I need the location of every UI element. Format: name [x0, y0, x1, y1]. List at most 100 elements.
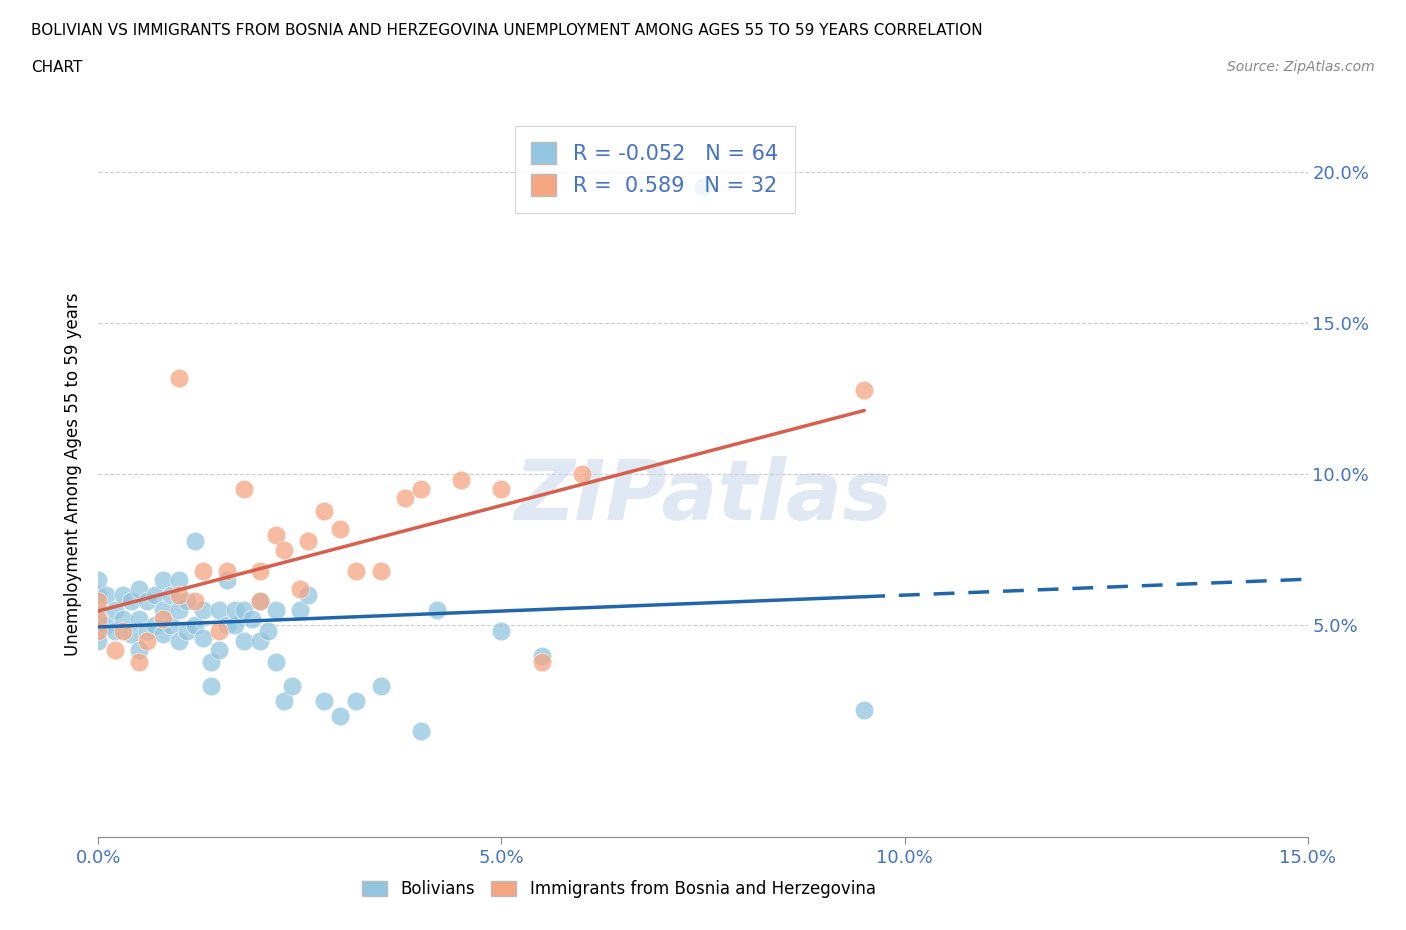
Point — [249, 594, 271, 609]
Point — [853, 382, 876, 397]
Text: BOLIVIAN VS IMMIGRANTS FROM BOSNIA AND HERZEGOVINA UNEMPLOYMENT AMONG AGES 55 TO: BOLIVIAN VS IMMIGRANTS FROM BOSNIA AND H… — [31, 23, 983, 38]
Text: CHART: CHART — [31, 60, 83, 75]
Point — [167, 588, 190, 603]
Point — [394, 491, 416, 506]
Point — [96, 588, 118, 603]
Point — [208, 603, 231, 618]
Point — [143, 618, 166, 633]
Point — [87, 633, 110, 648]
Point — [128, 643, 150, 658]
Point — [297, 534, 319, 549]
Point — [176, 624, 198, 639]
Point — [176, 594, 198, 609]
Point — [87, 624, 110, 639]
Point — [409, 482, 432, 497]
Point — [152, 573, 174, 588]
Point — [184, 534, 207, 549]
Point — [426, 603, 449, 618]
Point — [152, 612, 174, 627]
Point — [249, 633, 271, 648]
Point — [530, 655, 553, 670]
Point — [111, 612, 134, 627]
Point — [87, 603, 110, 618]
Point — [240, 612, 263, 627]
Point — [571, 467, 593, 482]
Legend: R = -0.052   N = 64, R =  0.589   N = 32: R = -0.052 N = 64, R = 0.589 N = 32 — [515, 126, 794, 213]
Point — [450, 473, 472, 488]
Point — [167, 603, 190, 618]
Point — [111, 624, 134, 639]
Point — [103, 624, 125, 639]
Point — [370, 679, 392, 694]
Point — [370, 564, 392, 578]
Point — [217, 573, 239, 588]
Point — [193, 564, 215, 578]
Point — [160, 618, 183, 633]
Point — [184, 594, 207, 609]
Point — [152, 603, 174, 618]
Text: ZIPatlas: ZIPatlas — [515, 456, 891, 537]
Point — [288, 582, 311, 597]
Point — [264, 527, 287, 542]
Point — [167, 370, 190, 385]
Point — [491, 482, 513, 497]
Point — [224, 618, 246, 633]
Point — [409, 724, 432, 738]
Point — [128, 582, 150, 597]
Point — [692, 179, 714, 194]
Point — [344, 564, 367, 578]
Point — [193, 603, 215, 618]
Point — [853, 703, 876, 718]
Point — [167, 633, 190, 648]
Point — [193, 631, 215, 645]
Text: Source: ZipAtlas.com: Source: ZipAtlas.com — [1227, 60, 1375, 74]
Point — [264, 603, 287, 618]
Point — [87, 594, 110, 609]
Point — [87, 573, 110, 588]
Point — [297, 588, 319, 603]
Point — [249, 564, 271, 578]
Point — [344, 694, 367, 709]
Point — [103, 643, 125, 658]
Point — [249, 594, 271, 609]
Point — [224, 603, 246, 618]
Point — [217, 564, 239, 578]
Point — [167, 573, 190, 588]
Point — [256, 624, 278, 639]
Point — [135, 624, 157, 639]
Point — [135, 594, 157, 609]
Point — [281, 679, 304, 694]
Y-axis label: Unemployment Among Ages 55 to 59 years: Unemployment Among Ages 55 to 59 years — [65, 293, 83, 656]
Point — [217, 618, 239, 633]
Point — [120, 594, 142, 609]
Point — [232, 603, 254, 618]
Point — [329, 521, 352, 536]
Point — [87, 588, 110, 603]
Legend: Bolivians, Immigrants from Bosnia and Herzegovina: Bolivians, Immigrants from Bosnia and He… — [354, 873, 883, 905]
Point — [232, 482, 254, 497]
Point — [96, 618, 118, 633]
Point — [200, 679, 222, 694]
Point — [208, 624, 231, 639]
Point — [128, 612, 150, 627]
Point — [491, 624, 513, 639]
Point — [160, 588, 183, 603]
Point — [232, 633, 254, 648]
Point — [273, 542, 295, 557]
Point — [530, 648, 553, 663]
Point — [152, 627, 174, 642]
Point — [143, 588, 166, 603]
Point — [273, 694, 295, 709]
Point — [120, 627, 142, 642]
Point — [200, 655, 222, 670]
Point — [184, 618, 207, 633]
Point — [87, 618, 110, 633]
Point — [264, 655, 287, 670]
Point — [314, 694, 336, 709]
Point — [103, 603, 125, 618]
Point — [314, 503, 336, 518]
Point — [87, 612, 110, 627]
Point — [111, 588, 134, 603]
Point — [288, 603, 311, 618]
Point — [329, 709, 352, 724]
